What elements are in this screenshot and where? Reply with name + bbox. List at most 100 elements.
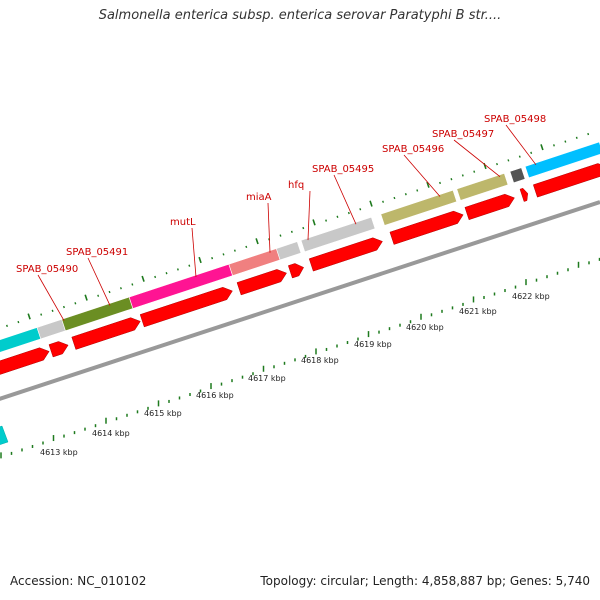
gene-segment-spab_05490[interactable] bbox=[36, 318, 66, 340]
upper-tick bbox=[575, 136, 578, 139]
cds-arrow[interactable] bbox=[532, 163, 600, 198]
scale-label: 4622 kbp bbox=[512, 292, 550, 301]
upper-tick bbox=[233, 249, 236, 252]
label-leader-line bbox=[307, 190, 311, 241]
gene-label-hfq: hfq bbox=[288, 180, 304, 191]
edge-feature[interactable] bbox=[0, 425, 9, 446]
upper-tick bbox=[17, 320, 20, 324]
upper-tick bbox=[74, 302, 77, 305]
upper-tick bbox=[416, 189, 419, 192]
label-leader-line bbox=[505, 124, 537, 166]
upper-tick bbox=[587, 132, 590, 136]
upper-tick bbox=[279, 234, 282, 237]
gene-label-miaa: miaA bbox=[246, 192, 272, 203]
cds-arrow[interactable] bbox=[48, 341, 69, 358]
gene-label-group: SPAB_05490 SPAB_05491 mutL miaA hfq SPAB_0549… bbox=[16, 114, 546, 321]
cds-arrow-track[interactable] bbox=[0, 163, 600, 398]
upper-tick bbox=[426, 181, 430, 188]
upper-tick bbox=[507, 159, 510, 162]
scale-label: 4619 kbp bbox=[354, 340, 392, 349]
cds-arrow[interactable] bbox=[139, 287, 233, 328]
upper-tick bbox=[188, 264, 191, 267]
upper-tick bbox=[450, 178, 453, 181]
upper-tick bbox=[165, 272, 168, 275]
upper-tick bbox=[27, 313, 31, 320]
upper-tick bbox=[302, 226, 305, 230]
label-leader-line bbox=[267, 202, 271, 253]
label-leader-line bbox=[37, 274, 65, 321]
upper-tick bbox=[347, 211, 350, 215]
gene-label-spab_05491: SPAB_05491 bbox=[66, 247, 128, 258]
upper-tick bbox=[154, 275, 157, 279]
cds-arrow[interactable] bbox=[464, 193, 515, 221]
upper-tick bbox=[473, 170, 476, 173]
scale-label: 4617 kbp bbox=[248, 374, 286, 383]
scale-label: 4614 kbp bbox=[92, 429, 130, 438]
gene-label-spab_05490: SPAB_05490 bbox=[16, 264, 78, 275]
cds-arrow[interactable] bbox=[519, 187, 529, 202]
cds-arrow[interactable] bbox=[236, 269, 287, 296]
upper-tick bbox=[255, 238, 259, 245]
gene-segment-spab_05498[interactable] bbox=[509, 167, 526, 184]
upper-tick bbox=[325, 219, 328, 222]
genome-summary-text: Topology: circular; Length: 4,858,887 bp… bbox=[260, 574, 590, 588]
upper-tick bbox=[62, 305, 65, 309]
upper-tick bbox=[176, 268, 179, 271]
upper-tick bbox=[461, 174, 464, 177]
upper-tick bbox=[222, 253, 225, 256]
upper-tick bbox=[530, 151, 533, 155]
upper-tick bbox=[540, 144, 544, 151]
cds-arrow[interactable] bbox=[287, 263, 304, 279]
gene-label-mutl: mutL bbox=[170, 217, 196, 228]
upper-tick bbox=[518, 155, 521, 158]
upper-tick bbox=[439, 181, 441, 185]
upper-tick bbox=[40, 313, 43, 316]
upper-tick bbox=[564, 140, 567, 143]
upper-tick bbox=[359, 208, 362, 211]
cds-arrow[interactable] bbox=[308, 237, 383, 272]
upper-tick bbox=[245, 245, 248, 249]
cds-arrow[interactable] bbox=[0, 347, 50, 399]
scale-label: 4621 kbp bbox=[459, 307, 497, 316]
gene-segment-spab_05495[interactable] bbox=[300, 216, 376, 253]
label-leader-line bbox=[453, 139, 501, 178]
gene-label-spab_05496: SPAB_05496 bbox=[382, 144, 444, 155]
gene-label-spab_05498: SPAB_05498 bbox=[484, 114, 546, 125]
upper-tick bbox=[211, 256, 214, 260]
cds-arrow[interactable] bbox=[389, 210, 464, 245]
upper-tick bbox=[552, 144, 555, 147]
gene-segment-spab_05497[interactable] bbox=[456, 172, 509, 201]
upper-tick bbox=[141, 275, 145, 282]
gene-segment[interactable] bbox=[524, 141, 600, 179]
scale-label: 4618 kbp bbox=[301, 356, 339, 365]
track-baseline bbox=[0, 200, 600, 401]
upper-tick-track bbox=[6, 132, 590, 328]
gene-label-spab_05497: SPAB_05497 bbox=[432, 129, 494, 140]
scale-label-group: 4613 kbp 4614 kbp 4615 kbp 4616 kbp 4617 kbp… bbox=[40, 292, 550, 457]
gene-segment-hfq[interactable] bbox=[275, 241, 302, 261]
upper-tick bbox=[131, 283, 134, 286]
label-leader-line bbox=[191, 227, 197, 278]
cds-arrow[interactable] bbox=[71, 317, 141, 350]
scale-label: 4620 kbp bbox=[406, 323, 444, 332]
scale-tick-track bbox=[0, 257, 600, 459]
upper-tick bbox=[6, 324, 8, 328]
upper-tick bbox=[312, 219, 316, 226]
upper-tick bbox=[369, 200, 373, 207]
upper-tick bbox=[97, 294, 100, 297]
upper-tick bbox=[336, 215, 339, 218]
genome-title: Salmonella enterica subsp. enterica sero… bbox=[98, 8, 502, 23]
upper-tick bbox=[198, 256, 202, 264]
label-leader-line bbox=[87, 257, 111, 306]
accession-text: Accession: NC_010102 bbox=[10, 574, 147, 588]
scale-label: 4616 kbp bbox=[196, 391, 234, 400]
upper-tick bbox=[290, 230, 293, 233]
upper-tick bbox=[51, 309, 54, 312]
gene-segment-spab_05496[interactable] bbox=[380, 189, 458, 226]
upper-tick bbox=[496, 162, 498, 166]
label-leader-line bbox=[333, 174, 357, 225]
upper-tick bbox=[393, 196, 396, 200]
upper-tick bbox=[404, 193, 407, 196]
gene-label-spab_05495: SPAB_05495 bbox=[312, 164, 374, 175]
